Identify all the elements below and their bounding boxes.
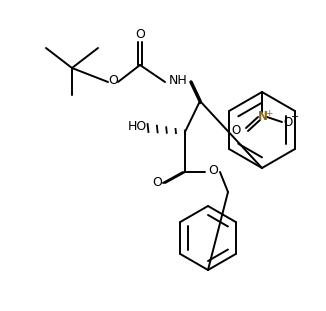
Text: −: − <box>291 112 299 122</box>
Text: N: N <box>258 110 268 123</box>
Text: O: O <box>231 123 241 137</box>
Text: O: O <box>152 175 162 188</box>
Text: O: O <box>283 115 293 128</box>
Text: +: + <box>265 109 273 118</box>
Text: O: O <box>208 165 218 178</box>
Text: NH: NH <box>169 75 187 87</box>
Text: O: O <box>135 29 145 41</box>
Text: O: O <box>108 75 118 87</box>
Text: HO: HO <box>127 120 147 133</box>
